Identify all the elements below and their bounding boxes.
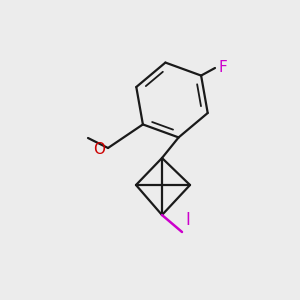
Text: O: O [93, 142, 105, 157]
Text: I: I [185, 211, 190, 229]
Text: F: F [218, 61, 227, 76]
